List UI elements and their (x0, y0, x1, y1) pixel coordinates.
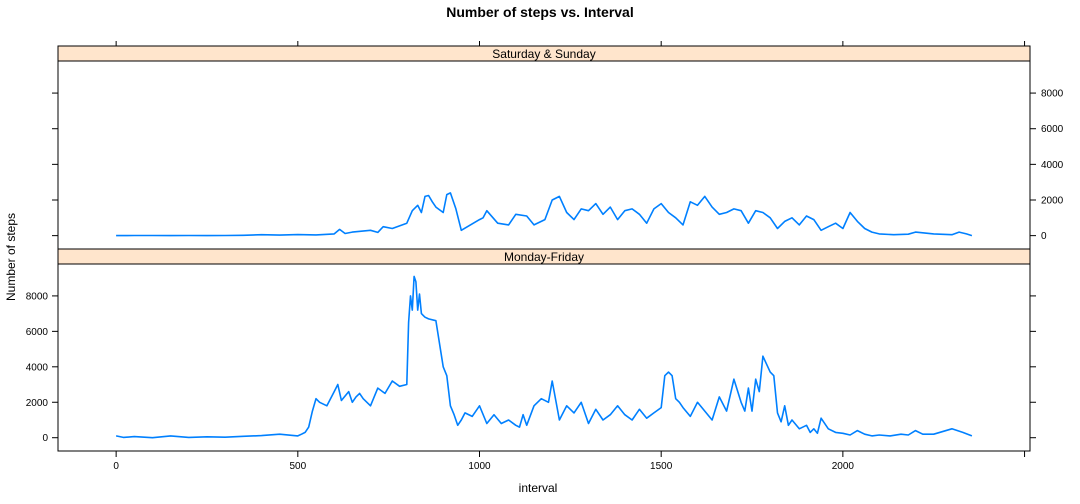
series-line-weekend (116, 192, 973, 237)
panel-0: Saturday & Sunday 0 2000 4000 6000 8000 (52, 41, 1064, 250)
y-tick-label: 0 (42, 433, 48, 444)
x-tick-label: 0 (113, 461, 119, 472)
y-axis-label: Number of steps (4, 213, 18, 301)
x-axis-label: interval (519, 481, 558, 495)
x-tick-label: 1500 (650, 461, 673, 472)
x-tick-label: 500 (289, 461, 306, 472)
series-line-weekday (115, 275, 973, 439)
y-tick-label: 2000 (26, 398, 49, 409)
panel-strip-label: Saturday & Sunday (492, 47, 595, 61)
x-tick-label: 1000 (468, 461, 491, 472)
chart-title: Number of steps vs. Interval (446, 4, 634, 20)
panels-group: Saturday & Sunday02000400060008000Monday… (26, 41, 1064, 472)
y-tick-label: 4000 (26, 362, 49, 373)
y-tick-label: 2000 (1041, 195, 1064, 206)
y-tick-label: 8000 (1041, 89, 1064, 100)
panel-strip-label: Monday-Friday (504, 250, 584, 264)
y-tick-label: 0 (1041, 231, 1047, 242)
x-tick-label: 2000 (832, 461, 855, 472)
y-tick-label: 8000 (26, 291, 49, 302)
y-tick-label: 6000 (26, 327, 49, 338)
y-tick-label: 4000 (1041, 160, 1064, 171)
panel-1: Monday-Friday 0 2000 4000 6000 8000 0 500 1000 15… (26, 248, 1036, 472)
panel-box (57, 263, 1031, 452)
y-tick-label: 6000 (1041, 124, 1064, 135)
